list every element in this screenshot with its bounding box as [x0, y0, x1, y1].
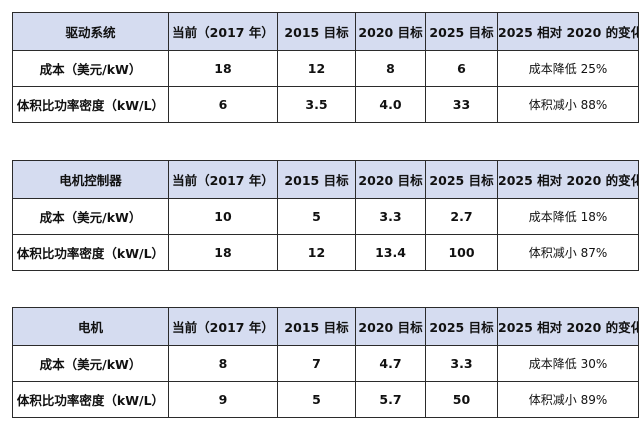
- header-current: 当前（2017 年）: [168, 160, 278, 199]
- header-2020-target: 2020 目标: [355, 307, 426, 346]
- header-change: 2025 相对 2020 的变化: [497, 160, 639, 199]
- header-2015-target: 2015 目标: [277, 160, 356, 199]
- cell-current: 6: [168, 86, 278, 123]
- cell-current: 9: [168, 381, 278, 418]
- motor-table: 电机 当前（2017 年） 2015 目标 2020 目标 2025 目标 20…: [12, 307, 639, 418]
- cell-2020: 4.0: [355, 86, 426, 123]
- cell-2025: 100: [425, 234, 498, 271]
- header-2015-target: 2015 目标: [277, 12, 356, 51]
- cell-2025: 50: [425, 381, 498, 418]
- cell-change: 体积减小 87%: [497, 234, 639, 271]
- header-2020-target: 2020 目标: [355, 12, 426, 51]
- cell-2025: 33: [425, 86, 498, 123]
- table-row: 体积比功率密度（kW/L） 6 3.5 4.0 33 体积减小 88%: [12, 86, 639, 123]
- row-label: 成本（美元/kW）: [12, 50, 169, 87]
- cell-2020: 4.7: [355, 345, 426, 382]
- table-header-row: 电机 当前（2017 年） 2015 目标 2020 目标 2025 目标 20…: [12, 307, 639, 346]
- drive-system-table: 驱动系统 当前（2017 年） 2015 目标 2020 目标 2025 目标 …: [12, 12, 639, 123]
- cell-2015: 12: [277, 234, 356, 271]
- cell-2025: 3.3: [425, 345, 498, 382]
- cell-change: 体积减小 89%: [497, 381, 639, 418]
- cell-current: 18: [168, 234, 278, 271]
- cell-2025: 2.7: [425, 198, 498, 235]
- header-2015-target: 2015 目标: [277, 307, 356, 346]
- table-row: 成本（美元/kW） 8 7 4.7 3.3 成本降低 30%: [12, 345, 639, 382]
- table-row: 成本（美元/kW） 18 12 8 6 成本降低 25%: [12, 50, 639, 87]
- cell-change: 成本降低 25%: [497, 50, 639, 87]
- header-2025-target: 2025 目标: [425, 160, 498, 199]
- cell-2020: 5.7: [355, 381, 426, 418]
- header-2025-target: 2025 目标: [425, 12, 498, 51]
- cell-current: 8: [168, 345, 278, 382]
- cell-2020: 3.3: [355, 198, 426, 235]
- row-label: 体积比功率密度（kW/L）: [12, 234, 169, 271]
- cell-current: 10: [168, 198, 278, 235]
- header-change: 2025 相对 2020 的变化: [497, 12, 639, 51]
- table-title: 电机: [12, 307, 169, 346]
- cell-2020: 13.4: [355, 234, 426, 271]
- table-row: 成本（美元/kW） 10 5 3.3 2.7 成本降低 18%: [12, 198, 639, 235]
- cell-2015: 12: [277, 50, 356, 87]
- table-header-row: 驱动系统 当前（2017 年） 2015 目标 2020 目标 2025 目标 …: [12, 12, 639, 51]
- row-label: 体积比功率密度（kW/L）: [12, 381, 169, 418]
- cell-current: 18: [168, 50, 278, 87]
- row-label: 体积比功率密度（kW/L）: [12, 86, 169, 123]
- header-2025-target: 2025 目标: [425, 307, 498, 346]
- table-row: 体积比功率密度（kW/L） 9 5 5.7 50 体积减小 89%: [12, 381, 639, 418]
- motor-controller-table: 电机控制器 当前（2017 年） 2015 目标 2020 目标 2025 目标…: [12, 160, 639, 271]
- cell-change: 体积减小 88%: [497, 86, 639, 123]
- table-header-row: 电机控制器 当前（2017 年） 2015 目标 2020 目标 2025 目标…: [12, 160, 639, 199]
- cell-2025: 6: [425, 50, 498, 87]
- cell-2015: 5: [277, 198, 356, 235]
- header-current: 当前（2017 年）: [168, 12, 278, 51]
- cell-change: 成本降低 30%: [497, 345, 639, 382]
- header-change: 2025 相对 2020 的变化: [497, 307, 639, 346]
- header-current: 当前（2017 年）: [168, 307, 278, 346]
- table-title: 电机控制器: [12, 160, 169, 199]
- cell-2015: 5: [277, 381, 356, 418]
- row-label: 成本（美元/kW）: [12, 198, 169, 235]
- table-title: 驱动系统: [12, 12, 169, 51]
- row-label: 成本（美元/kW）: [12, 345, 169, 382]
- header-2020-target: 2020 目标: [355, 160, 426, 199]
- cell-change: 成本降低 18%: [497, 198, 639, 235]
- table-row: 体积比功率密度（kW/L） 18 12 13.4 100 体积减小 87%: [12, 234, 639, 271]
- cell-2015: 3.5: [277, 86, 356, 123]
- cell-2015: 7: [277, 345, 356, 382]
- cell-2020: 8: [355, 50, 426, 87]
